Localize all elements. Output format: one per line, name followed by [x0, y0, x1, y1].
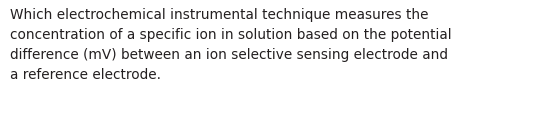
- Text: Which electrochemical instrumental technique measures the
concentration of a spe: Which electrochemical instrumental techn…: [10, 8, 451, 82]
